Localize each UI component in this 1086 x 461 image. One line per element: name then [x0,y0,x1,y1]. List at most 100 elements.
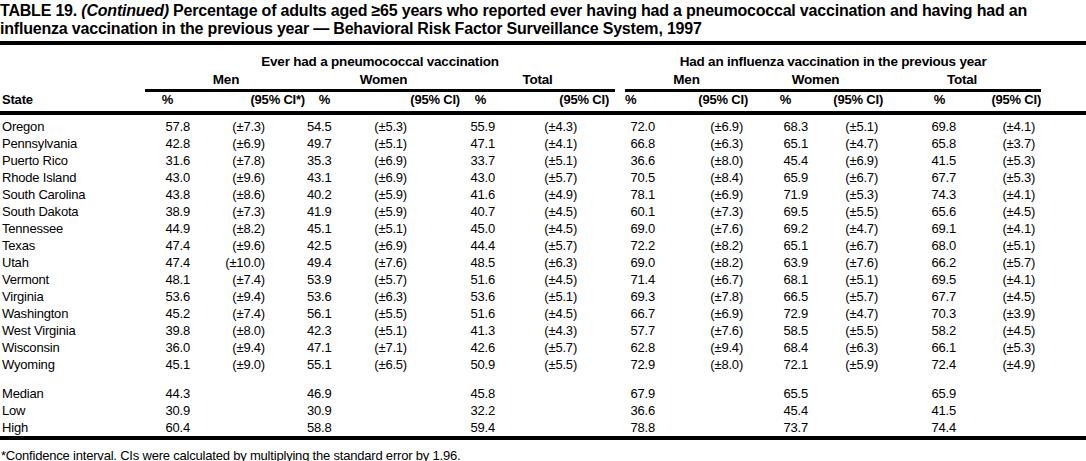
right-margin [1041,186,1086,203]
ci-cell: (±5.7) [500,339,615,356]
ci-cell: (±7.3) [195,203,307,220]
col-header-percent: % [460,91,500,114]
group-header-flu-men: Men [625,72,748,91]
percent-cell: 43.8 [145,186,195,203]
percent-cell: 45.1 [145,356,195,373]
col-header-percent: % [625,91,660,114]
ci-cell: (±4.5) [500,203,615,220]
right-margin [1041,322,1086,339]
section-gap [615,203,625,220]
ci-cell: (±7.6) [813,254,883,271]
ci-cell: (±5.3) [961,169,1041,186]
percent-cell: 56.1 [307,305,335,322]
percent-cell: 30.9 [145,402,195,419]
ci-cell: (±4.9) [961,356,1041,373]
right-margin [1041,305,1086,322]
ci-cell: (±4.5) [500,220,615,237]
ci-cell: (±6.9) [335,169,460,186]
percent-cell: 35.3 [307,152,335,169]
state-name: Washington [0,305,145,322]
table-row: Tennessee44.9(±8.2)45.1(±5.1)45.0(±4.5)6… [0,220,1086,237]
percent-cell: 68.4 [748,339,813,356]
summary-row: Low30.930.932.236.645.441.5 [0,402,1086,419]
percent-cell: 59.4 [460,419,500,438]
percent-cell: 67.7 [883,169,961,186]
ci-cell: (±5.9) [335,186,460,203]
section-gap [615,402,625,419]
table-row: Washington45.2(±7.4)56.1(±5.5)51.6(±4.5)… [0,305,1086,322]
right-margin [1041,271,1086,288]
percent-cell: 65.5 [748,373,813,402]
table-row: Wyoming45.1(±9.0)55.1(±6.5)50.9(±5.5)72.… [0,356,1086,373]
percent-cell: 73.7 [748,419,813,438]
table-row: Wisconsin36.0(±9.4)47.1(±7.1)42.6(±5.7)6… [0,339,1086,356]
percent-cell: 71.9 [748,186,813,203]
ci-cell: (±6.9) [660,186,748,203]
section-gap [615,135,625,152]
group-header-flu-women: Women [748,72,883,91]
ci-cell: (±7.6) [660,322,748,339]
ci-cell: (±5.3) [961,152,1041,169]
ci-cell: (±5.1) [961,237,1041,254]
percent-cell: 65.1 [748,135,813,152]
percent-cell: 67.9 [625,373,660,402]
ci-cell: (±7.3) [195,113,307,135]
section-gap [615,91,625,114]
state-name: Wyoming [0,356,145,373]
ci-cell: (±5.1) [335,135,460,152]
ci-cell: (±8.6) [195,186,307,203]
ci-cell: (±3.7) [961,135,1041,152]
percent-cell: 69.0 [625,254,660,271]
ci-cell: (±9.4) [195,288,307,305]
spacer-cell [0,54,145,72]
right-margin [1041,419,1086,438]
ci-cell: (±6.3) [335,288,460,305]
percent-cell: 42.5 [307,237,335,254]
ci-cell: (±4.3) [500,322,615,339]
table-row: Virginia53.6(±9.4)53.6(±6.3)53.6(±5.1)69… [0,288,1086,305]
section-gap [615,339,625,356]
percent-cell: 58.5 [748,322,813,339]
ci-cell [195,402,307,419]
group-header-pneumo-men: Men [145,72,307,91]
ci-cell [500,373,615,402]
ci-cell: (±8.0) [195,322,307,339]
percent-cell: 72.9 [625,356,660,373]
section-gap [615,186,625,203]
percent-cell: 72.9 [748,305,813,322]
percent-cell: 68.1 [748,271,813,288]
ci-cell [813,373,883,402]
right-margin [1041,135,1086,152]
ci-cell: (±10.0) [195,254,307,271]
ci-cell: (±6.9) [660,113,748,135]
ci-cell: (±5.3) [813,186,883,203]
ci-cell: (±7.6) [660,220,748,237]
ci-cell: (±4.1) [500,135,615,152]
percent-cell: 78.1 [625,186,660,203]
ci-cell: (±5.5) [335,305,460,322]
percent-cell: 41.9 [307,203,335,220]
percent-cell: 49.7 [307,135,335,152]
percent-cell: 42.8 [145,135,195,152]
percent-cell: 44.9 [145,220,195,237]
ci-cell: (±5.3) [961,339,1041,356]
state-name: Rhode Island [0,169,145,186]
percent-cell: 57.7 [625,322,660,339]
percent-cell: 66.1 [883,339,961,356]
state-name: Vermont [0,271,145,288]
table-number: TABLE 19. [0,2,77,19]
ci-cell: (±9.4) [660,339,748,356]
ci-cell [500,402,615,419]
percent-cell: 60.1 [625,203,660,220]
table-row: South Dakota38.9(±7.3)41.9(±5.9)40.7(±4.… [0,203,1086,220]
col-header-percent: % [145,91,195,114]
right-margin [1041,339,1086,356]
ci-cell: (±7.4) [195,271,307,288]
ci-cell: (±4.1) [961,271,1041,288]
percent-cell: 45.4 [748,402,813,419]
percent-cell: 44.3 [145,373,195,402]
right-margin [1041,54,1086,72]
ci-cell: (±5.5) [813,203,883,220]
percent-cell: 45.2 [145,305,195,322]
percent-cell: 57.8 [145,113,195,135]
